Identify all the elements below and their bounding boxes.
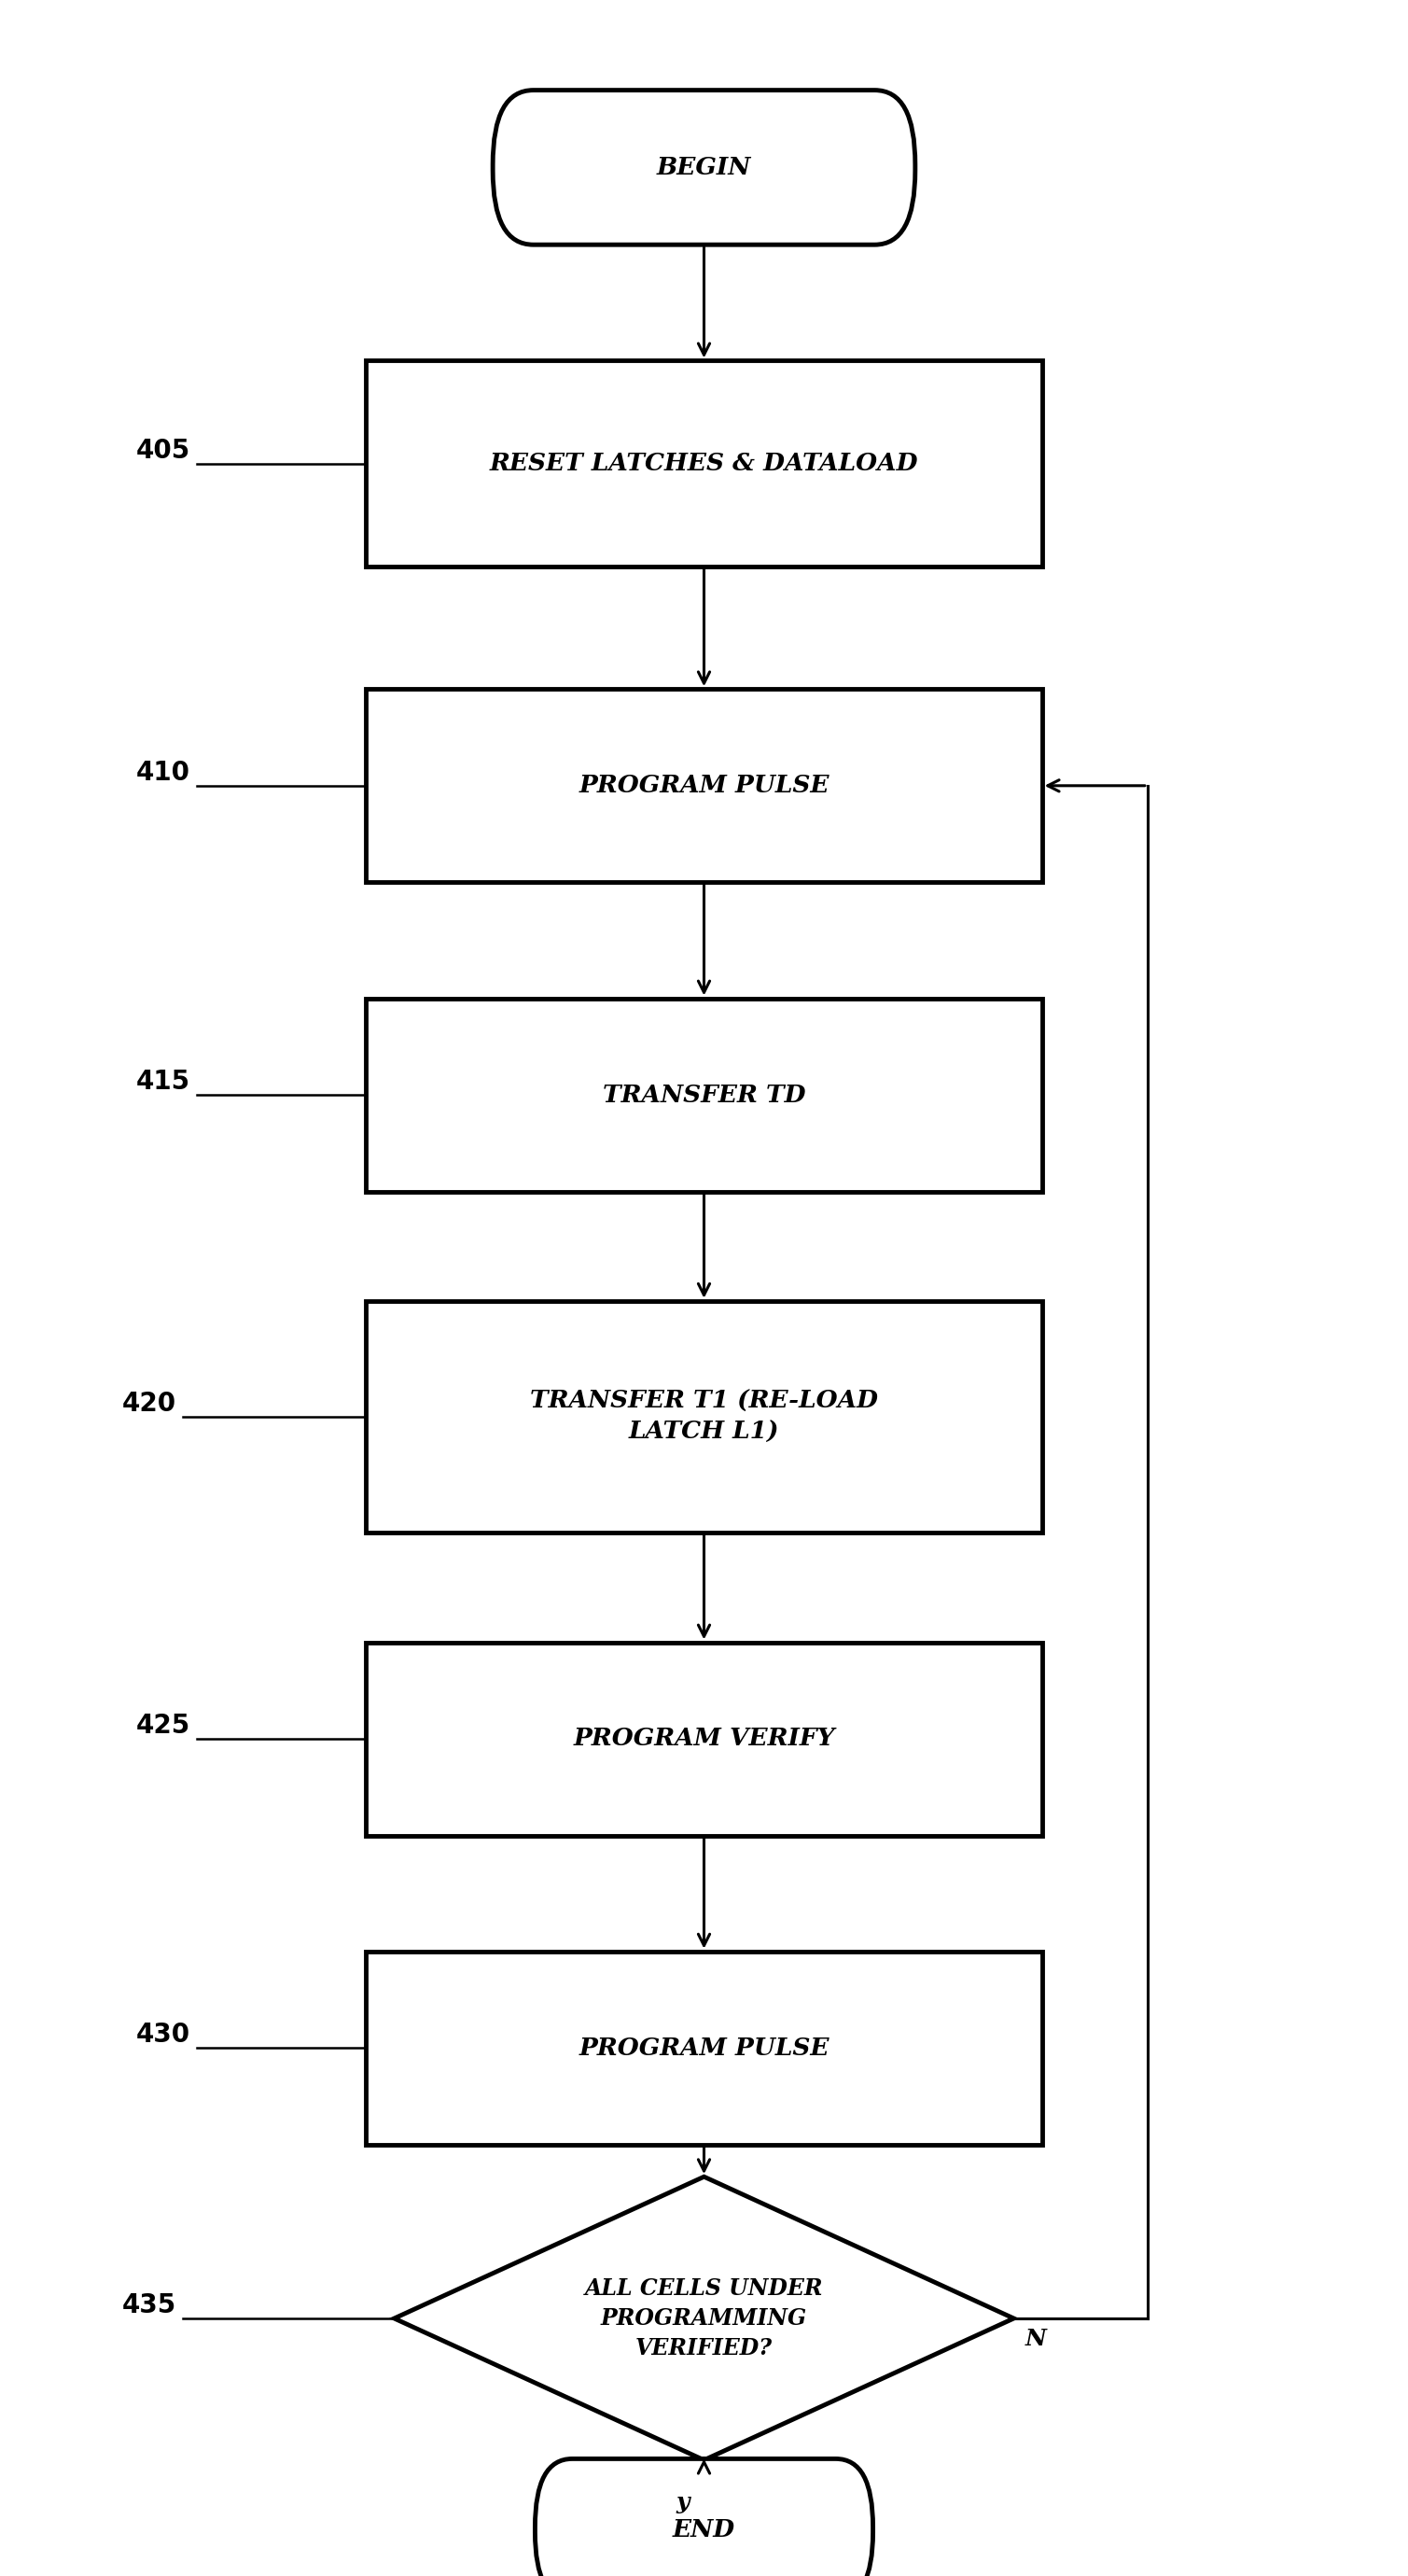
FancyBboxPatch shape: [366, 1301, 1042, 1533]
FancyBboxPatch shape: [366, 999, 1042, 1190]
FancyBboxPatch shape: [366, 361, 1042, 567]
Text: 415: 415: [135, 1069, 190, 1095]
FancyBboxPatch shape: [366, 1953, 1042, 2143]
FancyBboxPatch shape: [493, 90, 915, 245]
Polygon shape: [394, 2177, 1014, 2460]
FancyBboxPatch shape: [366, 1643, 1042, 1834]
FancyBboxPatch shape: [535, 2458, 873, 2576]
Text: 420: 420: [121, 1391, 176, 1417]
Text: RESET LATCHES & DATALOAD: RESET LATCHES & DATALOAD: [490, 451, 918, 477]
Text: END: END: [673, 2517, 735, 2543]
FancyBboxPatch shape: [366, 690, 1042, 881]
Text: 410: 410: [137, 760, 190, 786]
Text: PROGRAM PULSE: PROGRAM PULSE: [579, 2035, 829, 2061]
Text: 405: 405: [135, 438, 190, 464]
Text: 425: 425: [135, 1713, 190, 1739]
Text: 430: 430: [135, 2022, 190, 2048]
Text: PROGRAM VERIFY: PROGRAM VERIFY: [573, 1726, 835, 1752]
Text: N: N: [1025, 2329, 1046, 2349]
Text: TRANSFER T1 (RE-LOAD
LATCH L1): TRANSFER T1 (RE-LOAD LATCH L1): [529, 1388, 879, 1445]
Text: TRANSFER TD: TRANSFER TD: [603, 1082, 805, 1108]
Text: 435: 435: [121, 2293, 176, 2318]
Text: y: y: [676, 2491, 690, 2514]
Text: BEGIN: BEGIN: [656, 155, 752, 180]
Text: PROGRAM PULSE: PROGRAM PULSE: [579, 773, 829, 799]
Text: ALL CELLS UNDER
PROGRAMMING
VERIFIED?: ALL CELLS UNDER PROGRAMMING VERIFIED?: [584, 2277, 824, 2360]
